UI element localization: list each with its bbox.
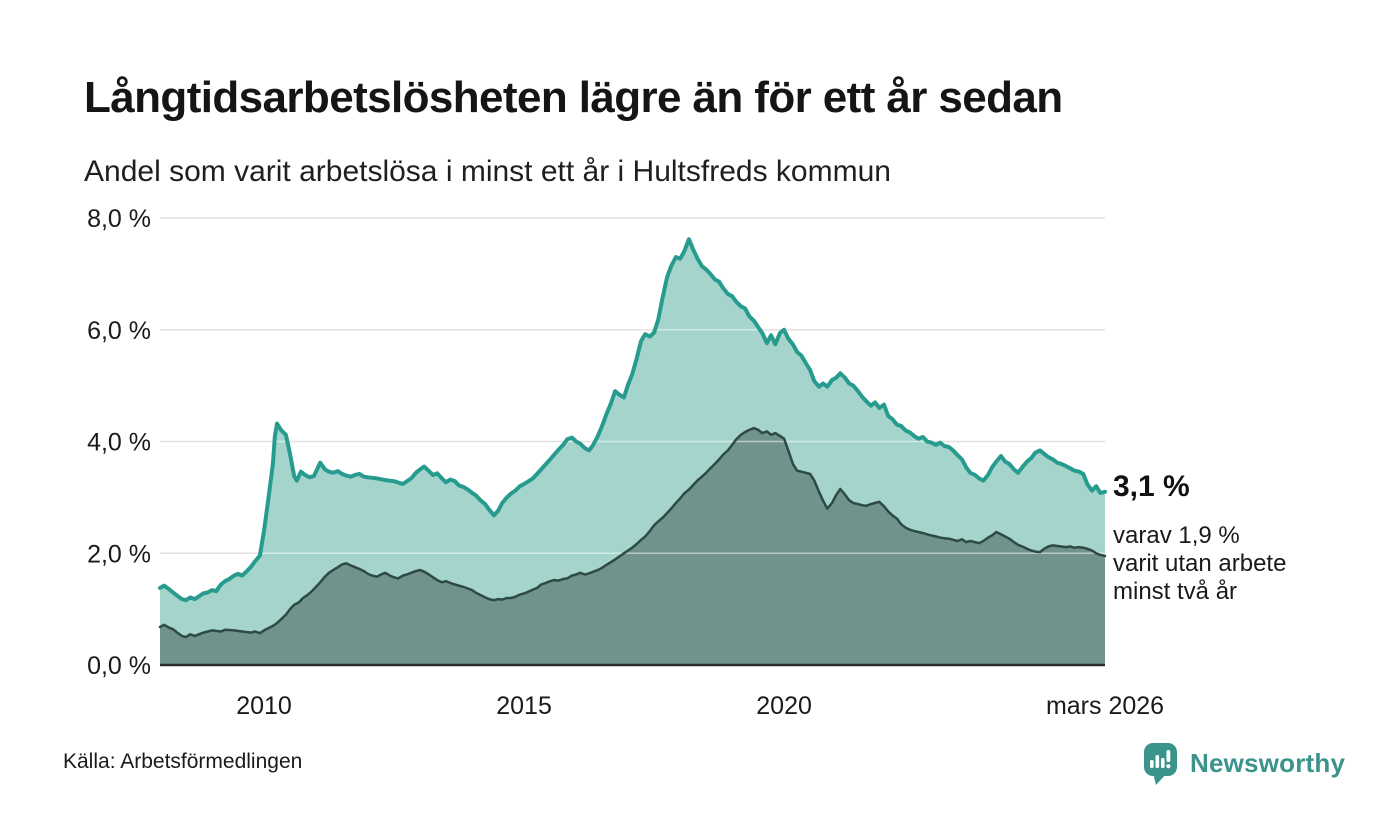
y-tick-label: 2,0 % xyxy=(87,540,151,568)
y-tick-label: 8,0 % xyxy=(87,205,151,233)
source-label: Källa: Arbetsförmedlingen xyxy=(63,750,303,773)
line-series-1 xyxy=(158,426,1107,639)
x-tick-label: 2020 xyxy=(756,692,812,720)
annotation-line-3: minst två år xyxy=(1113,578,1238,605)
line-series-0 xyxy=(158,237,1107,603)
newsworthy-logo-icon xyxy=(1144,743,1177,785)
chart-title: Långtidsarbetslösheten lägre än för ett … xyxy=(84,73,1063,122)
latest-value-label: 3,1 % xyxy=(1113,470,1190,503)
annotation-secondary: varav 1,9 % varit utan arbete minst två … xyxy=(1113,522,1286,606)
annotation-line-1: varav 1,9 % xyxy=(1113,522,1240,549)
chart-subtitle: Andel som varit arbetslösa i minst ett å… xyxy=(84,155,891,188)
x-tick-label: mars 2026 xyxy=(1046,692,1164,720)
area-series-1 xyxy=(160,428,1105,665)
x-tick-label: 2010 xyxy=(236,692,292,720)
annotation-line-2: varit utan arbete xyxy=(1113,550,1287,577)
y-tick-label: 0,0 % xyxy=(87,652,151,680)
newsworthy-logo: Newsworthy xyxy=(1143,740,1345,788)
x-tick-label: 2015 xyxy=(496,692,552,720)
newsworthy-logo-text: Newsworthy xyxy=(1190,748,1346,778)
y-tick-label: 6,0 % xyxy=(87,317,151,345)
y-tick-label: 4,0 % xyxy=(87,429,151,457)
